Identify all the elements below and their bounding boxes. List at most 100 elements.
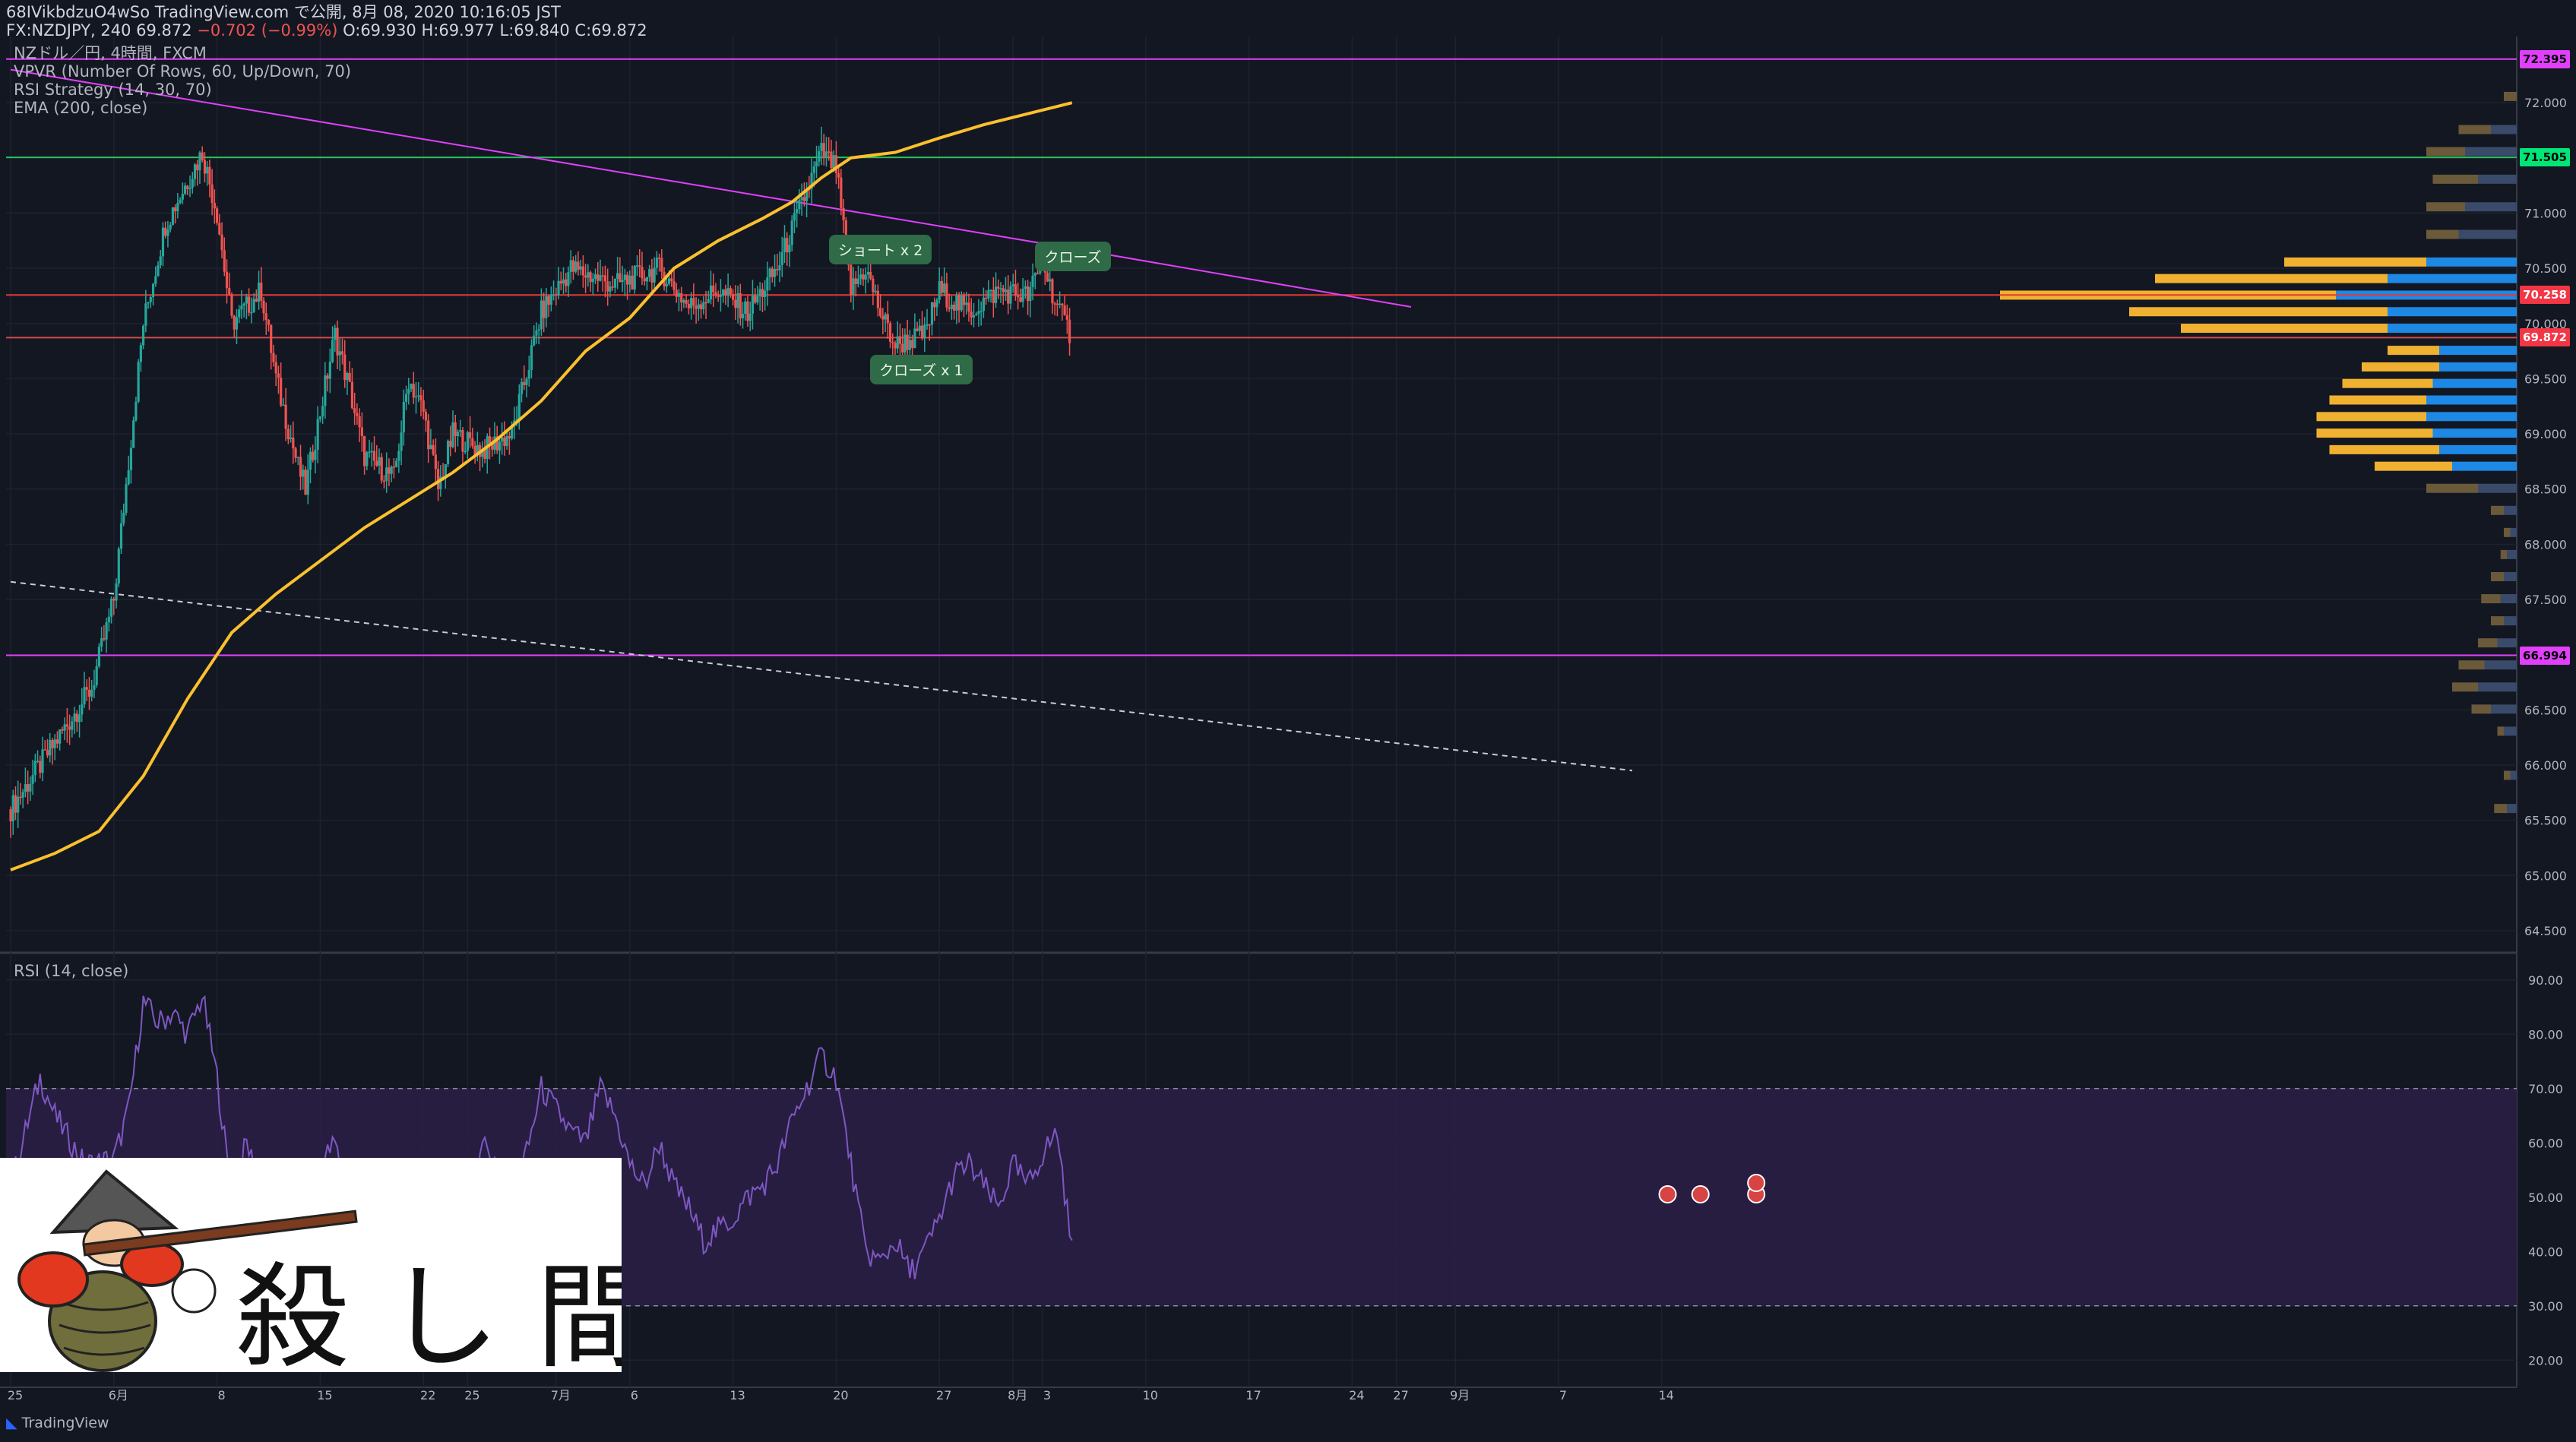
candle-body <box>569 260 572 273</box>
candle-body <box>338 351 341 356</box>
candle-body <box>886 314 889 324</box>
price-tag: 72.395 <box>2520 49 2570 68</box>
tradingview-logo[interactable]: ◣ TradingView <box>6 1415 109 1431</box>
candle-body <box>533 335 536 346</box>
candle-body <box>166 229 169 236</box>
candle-body <box>913 328 916 348</box>
volume-profile-down-bar <box>2129 307 2388 317</box>
candle-body <box>464 451 467 453</box>
candle-body <box>667 278 671 284</box>
candle-body <box>55 739 59 744</box>
candle-body <box>525 378 528 385</box>
rsi-pane-title[interactable]: RSI (14, close) <box>14 962 129 980</box>
candle-body <box>171 207 174 225</box>
candle-body <box>623 274 626 280</box>
candle-body <box>891 341 894 343</box>
candle-body <box>228 288 231 295</box>
candle-body <box>353 408 356 413</box>
candle-body <box>672 281 676 290</box>
candle-body <box>208 166 211 185</box>
candle-body <box>537 329 540 330</box>
indicator-legend-rsi-strategy[interactable]: RSI Strategy (14, 30, 70) <box>14 81 212 99</box>
candle-body <box>483 448 486 460</box>
candle-body <box>466 432 469 451</box>
candle-body <box>862 274 865 280</box>
candle-body <box>714 292 717 296</box>
indicator-legend-vpvr[interactable]: VPVR (Number Of Rows, 60, Up/Down, 70) <box>14 62 352 81</box>
candle-body <box>621 280 624 283</box>
candle-body <box>129 447 133 470</box>
candle-body <box>174 207 177 212</box>
candle-body <box>619 273 622 283</box>
volume-profile-down-bar <box>2504 91 2517 101</box>
candle-body <box>894 343 897 349</box>
candle-body <box>665 283 668 287</box>
candle-body <box>356 413 359 416</box>
candle-body <box>73 713 76 722</box>
candle-body <box>670 278 673 282</box>
candle-body <box>879 308 882 316</box>
candle-body <box>597 274 600 281</box>
candle-body <box>161 227 165 257</box>
candle-body <box>559 280 562 284</box>
trade-annotation[interactable]: クローズ x 1 <box>870 355 973 385</box>
candle-body <box>100 638 103 647</box>
candle-body <box>1024 286 1027 289</box>
candle-body <box>601 275 604 277</box>
volume-profile-up-bar <box>2432 378 2517 388</box>
candle-body <box>336 327 339 356</box>
candle-body <box>682 300 685 303</box>
candle-body <box>446 441 450 464</box>
candle-body <box>299 457 302 477</box>
candle-body <box>471 438 474 447</box>
candle-body <box>764 290 767 297</box>
rsi-tick-label: 50.00 <box>2528 1191 2563 1205</box>
candle-body <box>571 260 575 272</box>
candle-body <box>606 281 609 292</box>
time-tick-label: 25 <box>464 1388 479 1402</box>
candle-body <box>658 258 661 259</box>
candle-body <box>844 220 847 242</box>
candle-body <box>685 300 688 304</box>
candle-body <box>780 251 783 265</box>
candle-body <box>985 297 988 299</box>
candle-body <box>943 283 946 293</box>
candle-body <box>761 289 764 297</box>
volume-profile-down-bar <box>2155 274 2388 283</box>
candle-body <box>999 288 1002 289</box>
candle-body <box>1055 303 1059 305</box>
candle-body <box>191 179 194 188</box>
candle-body <box>225 271 229 289</box>
candle-body <box>901 343 904 353</box>
volume-profile-down-bar <box>2458 660 2485 670</box>
indicator-legend-ema[interactable]: EMA (200, close) <box>14 99 148 117</box>
volume-profile-down-bar <box>2491 505 2504 515</box>
volume-profile-down-bar <box>2284 257 2426 267</box>
candle-body <box>451 422 454 447</box>
candle-body <box>712 285 715 293</box>
candle-body <box>540 300 543 330</box>
candle-body <box>786 238 789 253</box>
candle-body <box>43 749 46 751</box>
candle-body <box>812 166 815 173</box>
price-tick-label: 68.000 <box>2524 537 2567 552</box>
candle-body <box>233 315 236 330</box>
indicator-legend-symbol[interactable]: NZドル／円, 4時間, FXCM <box>14 44 207 62</box>
candle-body <box>491 443 494 450</box>
candle-body <box>515 419 518 421</box>
trade-annotation[interactable]: ショート x 2 <box>828 234 932 264</box>
candle-body <box>410 384 413 389</box>
candle-body <box>692 298 695 306</box>
trade-annotation[interactable]: クローズ <box>1035 241 1111 271</box>
volume-profile-down-bar <box>2426 483 2478 493</box>
volume-profile-down-bar <box>2497 726 2504 736</box>
candle-body <box>896 336 899 349</box>
candle-body <box>375 460 378 466</box>
price-tick-label: 67.500 <box>2524 593 2567 607</box>
candle-body <box>970 311 973 318</box>
candle-body <box>962 295 966 305</box>
candle-body <box>933 302 936 308</box>
candle-body <box>589 272 592 283</box>
candle-body <box>965 302 968 305</box>
candle-body <box>93 685 96 690</box>
